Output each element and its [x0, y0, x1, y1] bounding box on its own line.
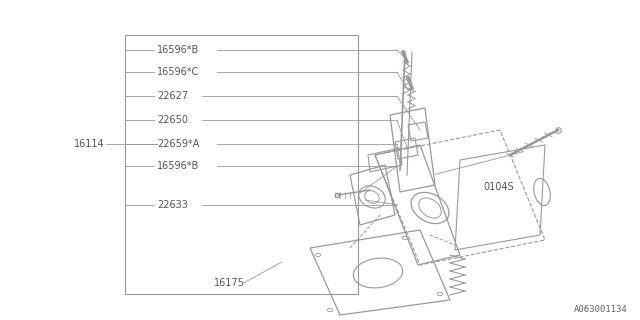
Text: 22627: 22627	[157, 91, 188, 101]
Text: 22659*A: 22659*A	[157, 139, 199, 149]
Text: 16114: 16114	[74, 139, 104, 149]
Text: 16596*C: 16596*C	[157, 67, 199, 77]
Text: A063001134: A063001134	[573, 305, 627, 314]
Bar	[125, 35, 358, 294]
Text: 22650: 22650	[157, 115, 188, 125]
Text: 0104S: 0104S	[483, 182, 514, 192]
Text: 16175: 16175	[214, 278, 245, 288]
Text: 16596*B: 16596*B	[157, 161, 199, 172]
Text: 22633: 22633	[157, 200, 188, 210]
Text: 16596*B: 16596*B	[157, 44, 199, 55]
